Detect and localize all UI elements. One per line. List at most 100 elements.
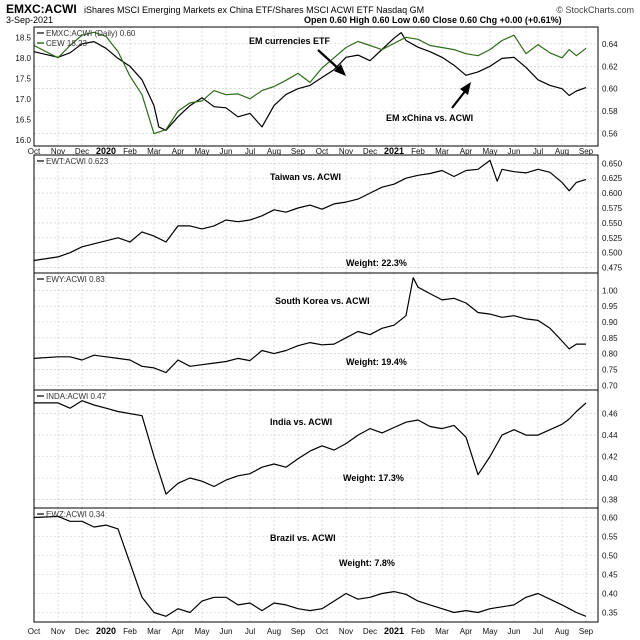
x-axis-label-2021: 2021 (384, 626, 404, 636)
ohlc-readout: Open 0.60 High 0.60 Low 0.60 Close 0.60 … (304, 15, 562, 25)
right-axis-tick-label: 0.40 (602, 590, 618, 599)
right-axis-tick-label: 0.550 (602, 219, 623, 228)
x-axis-label-may: May (482, 627, 497, 636)
x-axis-label-top-aug: Aug (555, 147, 569, 156)
x-axis-label-top-nov: Nov (339, 147, 353, 156)
right-axis-tick-label: 0.500 (602, 249, 623, 258)
right-axis-tick-label: 0.575 (602, 204, 623, 213)
x-axis-label-jul: Jul (245, 627, 255, 636)
panel-title: Brazil vs. ACWI (270, 533, 336, 543)
annotation-arrow-em-xchina (451, 89, 467, 109)
right-axis-tick-label: 0.60 (602, 514, 618, 523)
right-axis-tick-label: 0.90 (602, 318, 618, 327)
right-axis-tick-label: 0.600 (602, 189, 623, 198)
chart-date: 3-Sep-2021 (6, 15, 53, 25)
right-axis-tick-label: 0.475 (602, 264, 623, 273)
x-axis-label-nov: Nov (339, 627, 353, 636)
annotation-arrowhead-em-xchina (460, 82, 471, 95)
annotation-arrow-em-currencies (317, 49, 341, 71)
annotation-em-currencies-etf: EM currencies ETF (249, 36, 331, 46)
annotation-arrowhead-em-currencies (334, 64, 346, 76)
x-axis-label-top-dec: Dec (363, 147, 377, 156)
right-axis-tick-label: 0.64 (602, 40, 618, 49)
right-axis-tick-label: 0.525 (602, 234, 623, 243)
x-axis-label-top-oct: Oct (28, 147, 41, 156)
annotation-em-xchina-vs-acwi: EM xChina vs. ACWI (386, 113, 473, 123)
series-line-inda-acwi (34, 400, 587, 495)
x-axis-label-top-nov: Nov (51, 147, 65, 156)
left-axis-tick-label: 18.5 (15, 33, 31, 42)
panel-title: India vs. ACWI (270, 417, 332, 427)
x-axis-label-may: May (194, 627, 209, 636)
right-axis-tick-label: 0.35 (602, 609, 618, 618)
x-axis-label-apr: Apr (460, 627, 473, 636)
x-axis-label-top-aug: Aug (267, 147, 281, 156)
x-axis-label-aug: Aug (555, 627, 569, 636)
x-axis-label-jul: Jul (533, 627, 543, 636)
panel-title: South Korea vs. ACWI (275, 296, 370, 306)
chart-panels: 0.64 0.62 0.60 0.58 0.56 18.5 18.0 17.5 17.0 16.5… (15, 26, 623, 623)
x-axis-label-top-jul: Jul (245, 147, 255, 156)
x-axis-label-oct: Oct (316, 627, 329, 636)
panel-label: EMXC:ACWI (Daily) 0.60 (46, 29, 136, 38)
right-axis-tick-label: 0.46 (602, 410, 618, 419)
right-axis-tick-label: 0.625 (602, 174, 623, 183)
x-axis-label-top-mar: Mar (147, 147, 161, 156)
bottom-x-axis: Oct Nov Dec 2020 Feb Mar Apr May Jun Jul Aug Sep Oct… (28, 626, 594, 636)
x-axis-label-feb: Feb (123, 627, 137, 636)
x-axis-label-top-jun: Jun (220, 147, 233, 156)
right-axis-tick-label: 0.45 (602, 571, 618, 580)
x-axis-label-jun: Jun (220, 627, 233, 636)
series-line-cew (33, 31, 587, 135)
x-axis-label-apr: Apr (172, 627, 185, 636)
x-axis-label-top-may: May (194, 147, 209, 156)
x-axis-label-feb: Feb (411, 627, 425, 636)
panel-3: 1.00 0.95 0.90 0.85 0.80 0.75 0.70 EWY:ACWI 0.8… (33, 272, 618, 391)
x-axis-label-top-sep: Sep (291, 147, 306, 156)
right-axis-tick-label: 0.70 (602, 381, 618, 390)
x-axis-label-nov: Nov (51, 627, 65, 636)
panel-2: 0.650 0.625 0.600 0.575 0.550 0.525 0.500 0.475… (33, 154, 623, 274)
panel-frame (33, 26, 599, 147)
right-axis-tick-label: 1.00 (602, 286, 618, 295)
x-axis-label-sep: Sep (579, 627, 594, 636)
series-line-ewt-acwi (33, 159, 587, 262)
x-axis-label-oct: Oct (28, 627, 41, 636)
stockcharts-watermark: © StockCharts.com (556, 5, 634, 15)
panel-weight: Weight: 19.4% (346, 357, 407, 367)
panel-label: EWY:ACWI 0.83 (46, 275, 105, 284)
x-axis-label-top-mar: Mar (435, 147, 449, 156)
panel-label: INDA:ACWI 0.47 (46, 392, 107, 401)
right-axis-tick-label: 0.56 (602, 130, 618, 139)
x-axis-label-top-sep: Sep (579, 147, 594, 156)
x-axis-label-top-jul: Jul (533, 147, 543, 156)
x-axis-label-top-dec: Dec (75, 147, 89, 156)
right-axis-tick-label: 0.75 (602, 365, 618, 374)
right-axis-tick-label: 0.62 (602, 62, 618, 71)
left-axis-tick-label: 17.5 (15, 74, 31, 83)
legend-label-cew: CEW 18.23 (46, 39, 87, 48)
x-axis-label-top-apr: Apr (172, 147, 185, 156)
x-axis-label-jun: Jun (508, 627, 521, 636)
right-axis-tick-label: 0.44 (602, 431, 618, 440)
x-axis-label-sep: Sep (291, 627, 306, 636)
ticker-symbol: EMXC:ACWI (6, 2, 77, 16)
left-axis-tick-label: 16.5 (15, 115, 31, 124)
x-axis-label-dec: Dec (363, 627, 377, 636)
ticker-description: iShares MSCI Emerging Markets ex China E… (84, 5, 424, 15)
right-axis-tick-label: 0.42 (602, 453, 618, 462)
x-axis-label-top-2021: 2021 (384, 146, 404, 156)
panel-weight: Weight: 17.3% (343, 473, 404, 483)
x-axis-label-top-may: May (482, 147, 497, 156)
panel-weight: Weight: 7.8% (339, 558, 395, 568)
panel-5: 0.60 0.55 0.50 0.45 0.40 0.35 EWZ:ACWI 0.34 Bra… (33, 507, 618, 623)
right-axis-tick-label: 0.85 (602, 334, 618, 343)
x-axis-label-mar: Mar (435, 627, 449, 636)
x-axis-label-top-apr: Apr (460, 147, 473, 156)
right-axis-tick-label: 0.40 (602, 474, 618, 483)
panel-1: 0.64 0.62 0.60 0.58 0.56 18.5 18.0 17.5 17.0 16.5… (15, 26, 618, 156)
right-axis-tick-label: 0.95 (602, 302, 618, 311)
left-axis-tick-label: 16.0 (15, 136, 31, 145)
